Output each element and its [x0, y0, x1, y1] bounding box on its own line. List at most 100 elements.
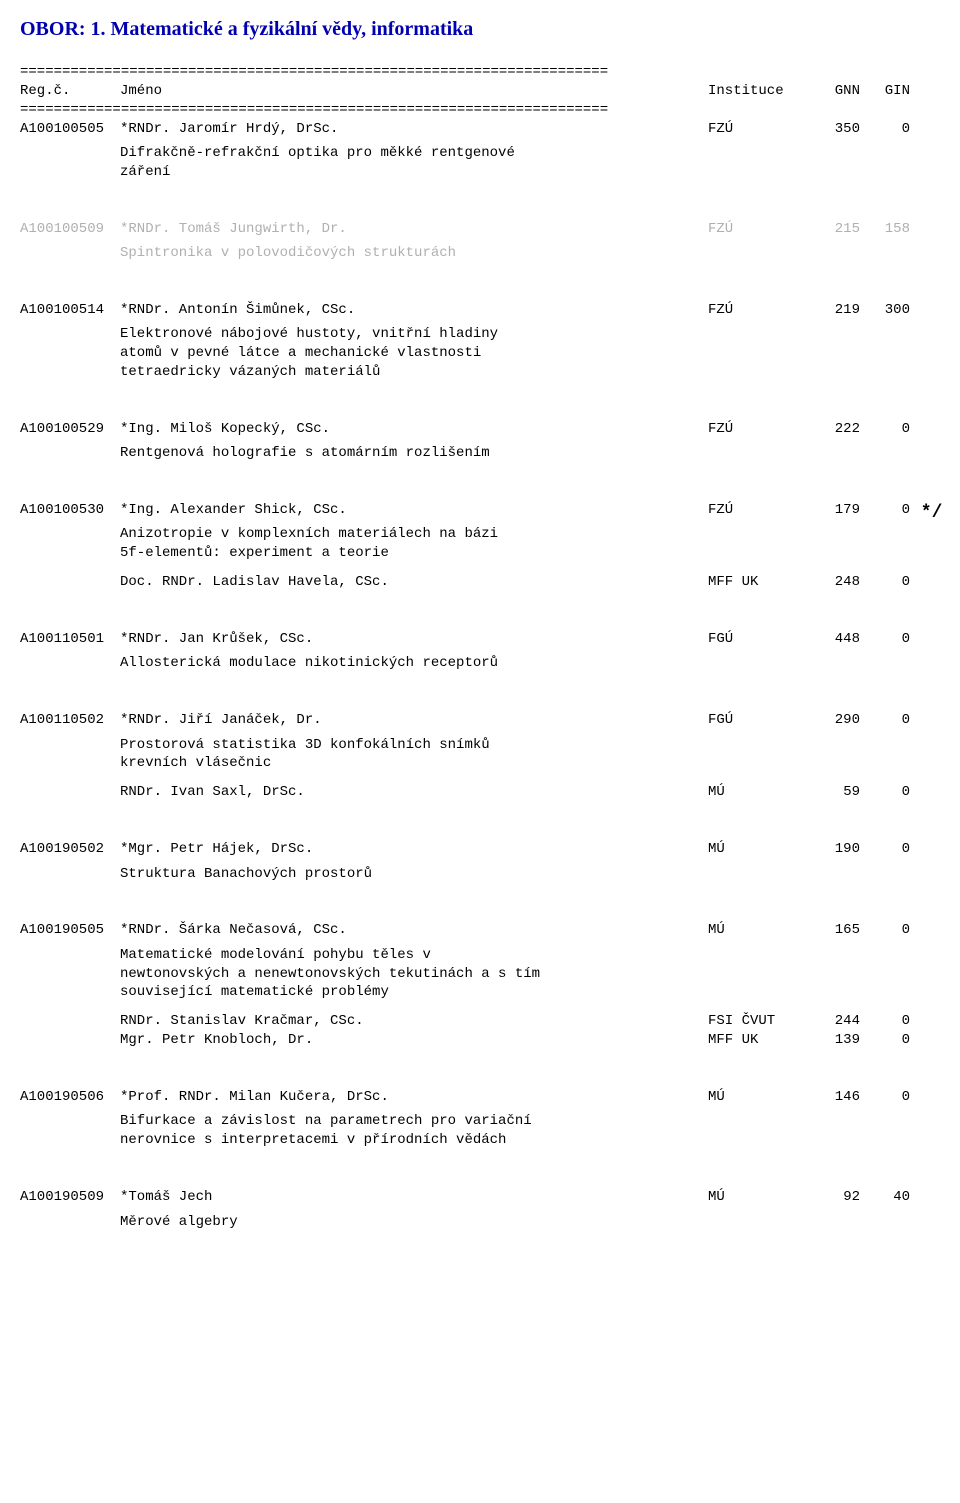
entry-inst: MÚ: [708, 1088, 808, 1112]
entry-description: Měrové algebry: [20, 1213, 940, 1232]
entry-gap: [20, 673, 940, 711]
subentry-row: RNDr. Ivan Saxl, DrSc.MÚ590: [20, 783, 940, 802]
entry-description: atomů v pevné látce a mechanické vlastno…: [20, 344, 940, 363]
entry-row: A100100530 *Ing. Alexander Shick, CSc.FZ…: [20, 501, 940, 525]
subentry-mark: [910, 1012, 940, 1031]
entry-gap: [20, 883, 940, 921]
subentry-gin: 0: [860, 1031, 910, 1050]
entry-description: Difrakčně-refrakční optika pro měkké ren…: [20, 144, 940, 163]
description-line: Difrakčně-refrakční optika pro měkké ren…: [120, 145, 515, 161]
entry-gnn: 290: [808, 711, 860, 735]
entry-gin: 0: [860, 501, 910, 525]
entry-inst: FZÚ: [708, 120, 808, 144]
entry-gin: 0: [860, 921, 910, 945]
description-line: atomů v pevné látce a mechanické vlastno…: [120, 345, 481, 361]
entry-mark: [910, 420, 940, 444]
entries-container: A100100505 *RNDr. Jaromír Hrdý, DrSc.FZÚ…: [20, 120, 940, 1232]
entry-description: Rentgenová holografie s atomárním rozliš…: [20, 444, 940, 463]
subentry-inst: MÚ: [708, 783, 808, 802]
entry-name: *Mgr. Petr Hájek, DrSc.: [120, 840, 708, 864]
header-reg: Reg.č.: [20, 82, 120, 101]
description-line: Spintronika v polovodičových strukturách: [120, 245, 456, 261]
entry-inst: FZÚ: [708, 420, 808, 444]
entry-gap: [20, 263, 940, 301]
entry-gnn: 222: [808, 420, 860, 444]
header-inst: Instituce: [708, 82, 808, 101]
entry-reg: A100110502: [20, 711, 120, 735]
subentry-reg-spacer: [20, 1031, 120, 1050]
entry-name: *RNDr. Šárka Nečasová, CSc.: [120, 921, 708, 945]
entry-mark: [910, 630, 940, 654]
entry-gin: 0: [860, 630, 910, 654]
header-name: Jméno: [120, 82, 708, 101]
entry-mark: [910, 1088, 940, 1112]
entry-row: A100100509 *RNDr. Tomáš Jungwirth, Dr.FZ…: [20, 220, 940, 244]
entry-inst: FZÚ: [708, 501, 808, 525]
description-line: nerovnice s interpretacemi v přírodních …: [120, 1132, 506, 1148]
entry-gin: 0: [860, 711, 910, 735]
entry-mark: */: [910, 501, 940, 525]
entry-inst: MÚ: [708, 840, 808, 864]
subentry-inst: MFF UK: [708, 573, 808, 592]
entry-mark: [910, 301, 940, 325]
entry-gin: 0: [860, 840, 910, 864]
subentry-mark: [910, 783, 940, 802]
entry-gnn: 219: [808, 301, 860, 325]
description-line: Rentgenová holografie s atomárním rozliš…: [120, 445, 490, 461]
description-line: Prostorová statistika 3D konfokálních sn…: [120, 737, 490, 753]
entry-description: Struktura Banachových prostorů: [20, 865, 940, 884]
subentry-gnn: 59: [808, 783, 860, 802]
entry-inst: MÚ: [708, 1188, 808, 1212]
subentry-reg-spacer: [20, 573, 120, 592]
entry-row: A100110502 *RNDr. Jiří Janáček, Dr.FGÚ29…: [20, 711, 940, 735]
entry-gin: 0: [860, 420, 910, 444]
entry-gap: [20, 592, 940, 630]
entry-gin: 40: [860, 1188, 910, 1212]
subentry-reg-spacer: [20, 783, 120, 802]
entry-inst: MÚ: [708, 921, 808, 945]
entry-gin: 0: [860, 1088, 910, 1112]
header-gin: GIN: [860, 82, 910, 101]
description-line: Bifurkace a závislost na parametrech pro…: [120, 1113, 532, 1129]
entry-description: záření: [20, 163, 940, 182]
entry-gap: [20, 463, 940, 501]
header-row: Reg.č. Jméno Instituce GNN GIN: [20, 82, 940, 101]
entry-mark: [910, 840, 940, 864]
description-line: související matematické problémy: [120, 984, 389, 1000]
entry-row: A100190506 *Prof. RNDr. Milan Kučera, Dr…: [20, 1088, 940, 1112]
entry-reg: A100100529: [20, 420, 120, 444]
entry-mark: [910, 120, 940, 144]
entry-inst: FZÚ: [708, 220, 808, 244]
entry-name: *Tomáš Jech: [120, 1188, 708, 1212]
entry-name: *RNDr. Tomáš Jungwirth, Dr.: [120, 220, 708, 244]
entry-gap: [20, 802, 940, 840]
entry-row: A100190505 *RNDr. Šárka Nečasová, CSc.MÚ…: [20, 921, 940, 945]
entry-gin: 300: [860, 301, 910, 325]
subentry-inst: FSI ČVUT: [708, 1012, 808, 1031]
entry-gnn: 179: [808, 501, 860, 525]
entry-mark: [910, 220, 940, 244]
subentry-gin: 0: [860, 573, 910, 592]
entry-description: Elektronové nábojové hustoty, vnitřní hl…: [20, 325, 940, 344]
entry-reg: A100100505: [20, 120, 120, 144]
description-line: záření: [120, 164, 170, 180]
entry-reg: A100110501: [20, 630, 120, 654]
subentry-name: Mgr. Petr Knobloch, Dr.: [120, 1031, 708, 1050]
entry-gin: 0: [860, 120, 910, 144]
entry-description: Matematické modelování pohybu těles v: [20, 946, 940, 965]
entry-mark: [910, 1188, 940, 1212]
entry-row: A100100505 *RNDr. Jaromír Hrdý, DrSc.FZÚ…: [20, 120, 940, 144]
entry-gnn: 215: [808, 220, 860, 244]
entry-description: tetraedricky vázaných materiálů: [20, 363, 940, 382]
entry-gin: 158: [860, 220, 910, 244]
description-line: Allosterická modulace nikotinických rece…: [120, 655, 498, 671]
subentry-gin: 0: [860, 1012, 910, 1031]
entry-description: krevních vlásečnic: [20, 754, 940, 773]
subentry-name: RNDr. Ivan Saxl, DrSc.: [120, 783, 708, 802]
entry-row: A100190502 *Mgr. Petr Hájek, DrSc.MÚ1900: [20, 840, 940, 864]
entry-row: A100100529 *Ing. Miloš Kopecký, CSc.FZÚ2…: [20, 420, 940, 444]
header-gnn: GNN: [808, 82, 860, 101]
divider-top: ========================================…: [20, 63, 940, 82]
description-line: 5f-elementů: experiment a teorie: [120, 545, 389, 561]
entry-gap: [20, 1150, 940, 1188]
